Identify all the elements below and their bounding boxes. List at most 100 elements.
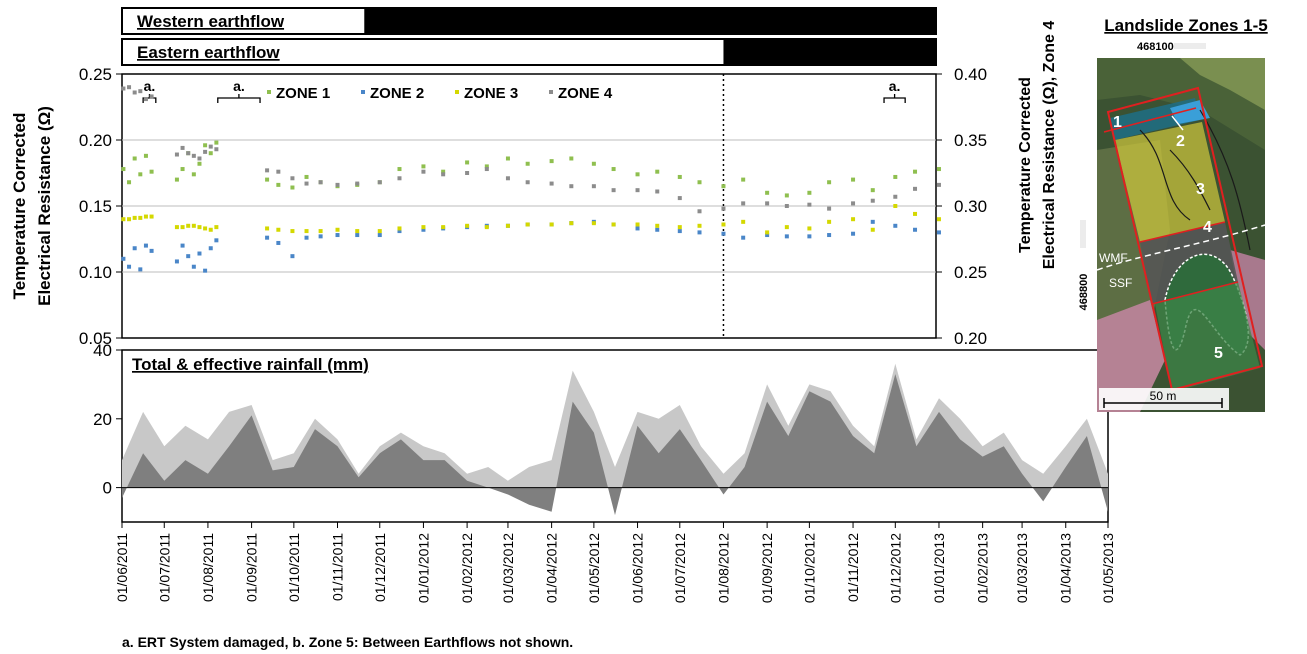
rain-y-tick-label: 40 [93,341,112,360]
zone-1-point [132,156,137,161]
zone-1-point [304,174,309,179]
zone-2-point [304,235,309,240]
x-tick-label: 01/03/2012 [500,533,516,603]
zone-1-point [276,182,281,187]
annotation-bracket [217,94,261,103]
zone-3-point [591,221,596,226]
zone-2-point [893,223,898,228]
zone-1-point [180,167,185,172]
zone-label-2: 2 [1176,133,1185,150]
zone-4-point [655,189,660,194]
map-coordinate-top: 468100 [1137,41,1174,53]
zone-1-point [138,172,143,177]
zone-2-point [851,231,856,236]
zone-3-point [549,222,554,227]
y-tick-label-left: 0.25 [79,65,112,84]
y-tick-label-left: 0.05 [79,329,112,348]
x-tick-label: 01/02/2012 [459,533,475,603]
zone-label-4: 4 [1203,219,1212,236]
zone-1-point [677,174,682,179]
zone-3-point [318,229,323,234]
map-label-ssf: SSF [1109,276,1132,290]
zone-2-point [784,234,789,239]
annotation-label: a. [233,78,245,94]
x-tick-label: 01/12/2011 [372,533,388,602]
zone-4-point [174,152,179,157]
zone-3-point [397,226,402,231]
zone-4-point [913,186,918,191]
x-tick-label: 01/02/2013 [975,533,991,603]
zone-4-point [214,147,219,152]
zone-2-point [335,233,340,238]
zone-4-point [784,204,789,208]
x-tick-label: 01/04/2013 [1058,533,1074,603]
zone-1-point [203,143,208,148]
zone-1-point [870,188,875,193]
zone-3-point [180,225,185,230]
zone-2-point [870,219,875,224]
zone-3-point [655,223,660,228]
zone-4-point [549,181,554,186]
zone-3-point [355,229,360,234]
zone-3-point [208,227,213,232]
zone-2-point [655,227,660,232]
x-tick-label: 01/01/2013 [931,533,947,603]
zone-1-point [635,172,640,177]
zone-4-point [377,180,382,185]
zone-3-point [290,229,295,234]
zone-3-point [913,211,918,216]
zone-4-point [677,196,682,201]
zone-2-point [191,264,196,269]
zone-4-point [851,201,856,206]
zone-1-point [127,180,132,185]
zone-3-point [465,223,470,228]
zone-1-point [697,180,702,185]
zone-1-point [893,174,898,179]
zone-1-point [484,164,489,169]
landslide-zone-map: Landslide Zones 1-5 468100 468800 1 2 [1078,16,1268,412]
zone-3-point [132,215,137,220]
zone-4-point [569,184,574,189]
map-label-wmf: WMF [1099,251,1128,265]
rain-y-tick-label: 0 [103,479,112,498]
zone-4-point [304,181,309,186]
x-tick-label: 01/09/2011 [244,533,260,602]
zone-3-point [827,219,832,224]
zone-4-point [191,153,196,158]
zone-4-point [765,201,770,206]
zone-3-point [677,225,682,230]
zone-4-point [208,144,213,149]
zone-3-point [870,227,875,232]
zone-3-point [765,230,770,235]
zone-3-point [807,226,812,231]
legend-label: ZONE 3 [464,85,518,102]
zone-2-point [214,238,219,243]
zone-1-point [149,169,154,174]
aerial-photo: 1 2 3 4 5 WMF SSF 50 m [1096,58,1266,412]
zone-2-point [203,268,208,273]
zone-4-point [807,202,812,207]
zone-1-point [591,161,596,166]
zone-2-point [936,230,941,235]
zone-1-point [851,177,856,182]
zone-3-point [721,222,726,227]
zone-4-point [484,167,489,172]
x-tick-label: 01/09/2012 [759,533,775,603]
zone-label-3: 3 [1196,181,1205,198]
zone-2-point [827,233,832,238]
zone-4-point [143,97,148,102]
legend-marker [361,90,365,94]
zone-3-point [335,227,340,232]
zone-2-point [377,233,382,238]
x-tick-label: 01/05/2013 [1100,533,1116,603]
zone-2-point [318,234,323,239]
zone-4-point [138,89,143,94]
y-tick-label-right: 0.25 [954,263,987,282]
x-tick-label: 01/04/2012 [544,533,560,603]
zone-2-point [149,248,154,253]
zone-4-point [870,198,875,203]
zone-1-point [569,156,574,161]
resistance-scatter-chart: 0.05 0.10 0.15 0.20 0.25 0.20 0.25 0.30 0.35 0.4… [10,21,1058,348]
coordinate-scale-marks [1174,43,1206,49]
zone-1-point [397,167,402,172]
